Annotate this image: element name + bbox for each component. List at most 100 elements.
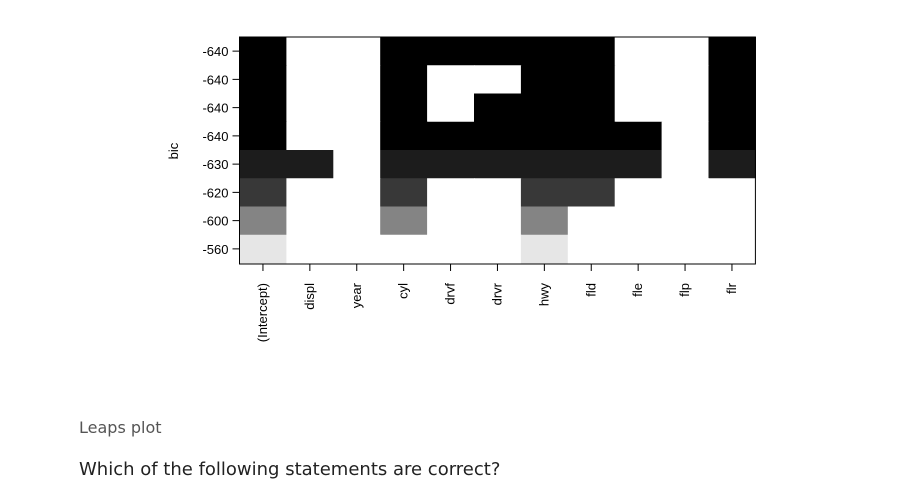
heatmap-cell bbox=[661, 65, 710, 95]
heatmap-cell bbox=[380, 234, 428, 264]
heatmap-cell bbox=[239, 178, 287, 208]
heatmap-cell bbox=[474, 37, 522, 66]
heatmap-cell bbox=[661, 121, 710, 151]
heatmap-cell bbox=[614, 178, 663, 208]
heatmap-cell bbox=[614, 121, 663, 151]
heatmap-cell bbox=[427, 234, 475, 264]
heatmap-cell bbox=[427, 206, 475, 236]
heatmap-cell bbox=[708, 234, 756, 264]
heatmap-cell bbox=[567, 121, 616, 151]
heatmap-cell bbox=[333, 93, 381, 123]
heatmap-cell bbox=[474, 206, 522, 236]
heatmap-cell bbox=[520, 234, 569, 264]
heatmap-cell bbox=[520, 93, 569, 123]
heatmap-cell bbox=[474, 178, 522, 208]
heatmap-cell bbox=[567, 93, 616, 123]
cells-layer bbox=[239, 37, 756, 264]
y-axis: -640 -640 -640 -640 -630 -620 -600 -560 bbox=[202, 44, 240, 257]
x-tick-label: cyl bbox=[396, 283, 411, 299]
heatmap-cell bbox=[614, 37, 663, 66]
heatmap-cell bbox=[567, 178, 616, 208]
x-tick-label: hwy bbox=[536, 283, 551, 307]
heatmap-cell bbox=[520, 150, 569, 179]
heatmap-cell bbox=[333, 178, 381, 208]
heatmap-cell bbox=[239, 150, 287, 179]
heatmap-cell bbox=[427, 65, 475, 95]
heatmap-cell bbox=[286, 65, 334, 95]
heatmap-cell bbox=[286, 206, 334, 236]
heatmap-cell bbox=[614, 206, 663, 236]
heatmap-cell bbox=[661, 206, 710, 236]
heatmap-cell bbox=[474, 150, 522, 179]
x-tick-label: year bbox=[349, 282, 364, 308]
question-text: Which of the following statements are co… bbox=[79, 459, 501, 480]
heatmap-cell bbox=[333, 206, 381, 236]
y-tick-label: -630 bbox=[202, 157, 228, 172]
heatmap-cell bbox=[380, 178, 428, 208]
heatmap-cell bbox=[380, 206, 428, 236]
heatmap-cell bbox=[380, 150, 428, 179]
heatmap-cell bbox=[520, 206, 569, 236]
heatmap-cell bbox=[333, 150, 381, 179]
heatmap-cell bbox=[286, 178, 334, 208]
heatmap-cell bbox=[708, 93, 756, 123]
figure-caption: Leaps plot bbox=[79, 418, 162, 437]
heatmap-cell bbox=[333, 37, 381, 66]
heatmap-cell bbox=[239, 234, 287, 264]
heatmap-cell bbox=[239, 206, 287, 236]
y-axis-label: bic bbox=[166, 142, 181, 159]
heatmap-cell bbox=[708, 178, 756, 208]
heatmap-cell bbox=[239, 37, 287, 66]
heatmap-cell bbox=[661, 93, 710, 123]
heatmap-cell bbox=[708, 121, 756, 151]
heatmap-cell bbox=[708, 206, 756, 236]
leaps-plot: -640 -640 -640 -640 -630 -620 -600 -560 (Interc… bbox=[166, 36, 756, 342]
heatmap-cell bbox=[380, 93, 428, 123]
x-tick-label: fle bbox=[630, 283, 645, 297]
y-tick-label: -600 bbox=[202, 214, 228, 229]
heatmap-cell bbox=[239, 121, 287, 151]
heatmap-cell bbox=[567, 234, 616, 264]
heatmap-cell bbox=[708, 65, 756, 95]
heatmap-cell bbox=[239, 65, 287, 95]
heatmap-cell bbox=[286, 37, 334, 66]
heatmap-cell bbox=[661, 150, 710, 179]
heatmap-cell bbox=[427, 93, 475, 123]
y-tick-label: -640 bbox=[202, 72, 228, 87]
heatmap-cell bbox=[380, 37, 428, 66]
y-tick-label: -640 bbox=[202, 129, 228, 144]
y-tick-label: -640 bbox=[202, 101, 228, 116]
heatmap-cell bbox=[520, 37, 569, 66]
heatmap-cell bbox=[333, 234, 381, 264]
heatmap-cell bbox=[239, 93, 287, 123]
y-tick-label: -640 bbox=[202, 44, 228, 59]
x-tick-label: drvf bbox=[443, 283, 458, 305]
heatmap-cell bbox=[520, 178, 569, 208]
heatmap-cell bbox=[567, 150, 616, 179]
heatmap-cell bbox=[474, 93, 522, 123]
y-tick-label: -560 bbox=[202, 242, 228, 257]
heatmap-cell bbox=[567, 65, 616, 95]
heatmap-cell bbox=[427, 121, 475, 151]
heatmap-cell bbox=[614, 150, 663, 179]
heatmap-cell bbox=[427, 150, 475, 179]
heatmap-cell bbox=[474, 234, 522, 264]
heatmap-cell bbox=[474, 121, 522, 151]
x-axis: (Intercept) displ year cyl drvf drvr hwy fld fle… bbox=[255, 264, 739, 342]
heatmap-cell bbox=[614, 65, 663, 95]
x-tick-label: fld bbox=[583, 283, 598, 297]
heatmap-cell bbox=[661, 234, 710, 264]
heatmap-cell bbox=[380, 65, 428, 95]
x-tick-label: drvr bbox=[489, 282, 504, 305]
heatmap-cell bbox=[708, 37, 756, 66]
heatmap-cell bbox=[520, 65, 569, 95]
heatmap-cell bbox=[567, 206, 616, 236]
heatmap-cell bbox=[286, 150, 334, 179]
heatmap-cell bbox=[474, 65, 522, 95]
heatmap-cell bbox=[661, 37, 710, 66]
heatmap-cell bbox=[520, 121, 569, 151]
heatmap-cell bbox=[614, 93, 663, 123]
heatmap-cell bbox=[333, 65, 381, 95]
x-tick-label: (Intercept) bbox=[255, 283, 270, 342]
heatmap-cell bbox=[427, 37, 475, 66]
